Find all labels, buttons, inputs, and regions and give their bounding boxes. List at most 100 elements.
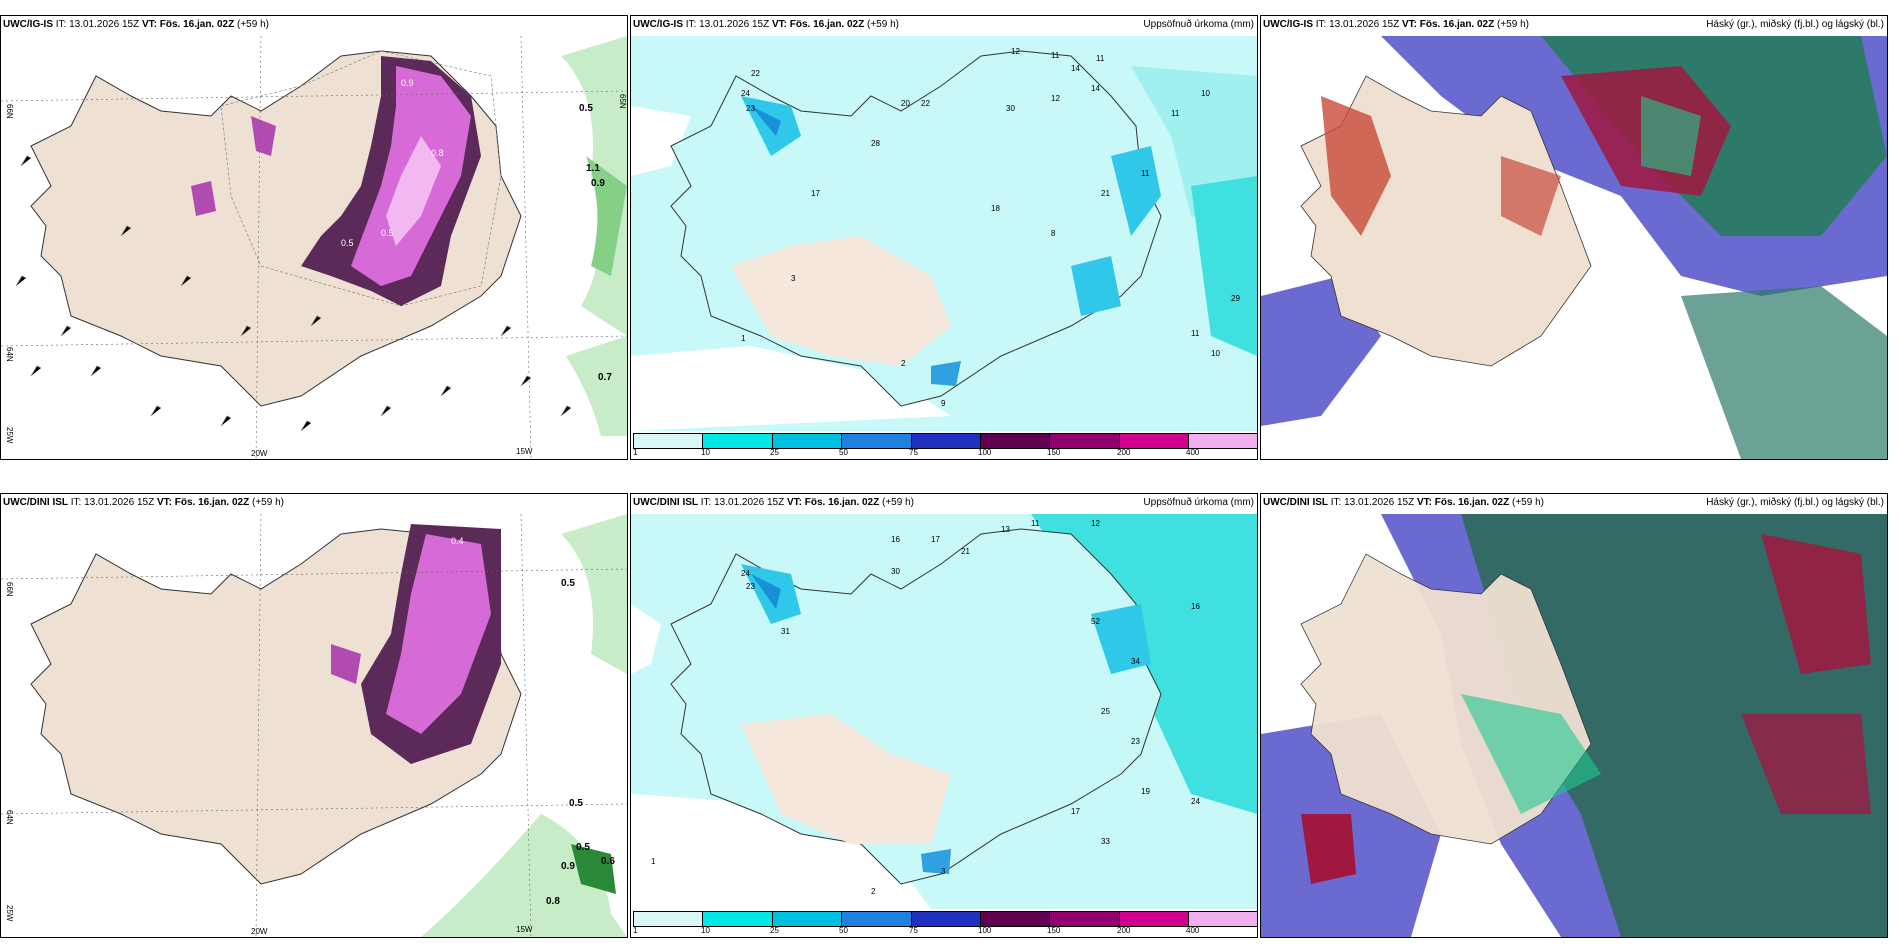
svg-text:24: 24 bbox=[1191, 797, 1200, 806]
svg-text:11: 11 bbox=[1031, 519, 1040, 528]
lon-label: 15W bbox=[516, 447, 533, 456]
svg-text:10: 10 bbox=[1201, 89, 1210, 98]
precip-map: 13 11 12 16 17 21 24 23 30 31 52 16 34 2… bbox=[631, 514, 1257, 909]
svg-text:3: 3 bbox=[941, 867, 946, 876]
svg-text:16: 16 bbox=[891, 535, 900, 544]
svg-text:13: 13 bbox=[1001, 525, 1010, 534]
panel-header: UWC/DINI ISL IT: 13.01.2026 15Z VT: Fös.… bbox=[633, 497, 914, 508]
snow-value-label: 0.5 bbox=[341, 238, 354, 248]
panel-title: Uppsöfnuð úrkoma (mm) bbox=[1143, 497, 1254, 508]
snow-value-label: 0.9 bbox=[401, 78, 414, 88]
colorbar-label: 150 bbox=[1047, 926, 1061, 935]
cloud-map bbox=[1261, 36, 1887, 459]
swatch bbox=[1050, 434, 1120, 448]
cloud-map bbox=[1261, 514, 1887, 937]
svg-text:29: 29 bbox=[1231, 294, 1240, 303]
swatch bbox=[703, 434, 773, 448]
precip-values: 12 11 14 11 22 24 23 20 22 30 12 14 11 1… bbox=[741, 47, 1240, 408]
colorbar-label: 50 bbox=[839, 926, 848, 935]
lon-label: 20W bbox=[251, 449, 268, 458]
panel-precip-dini: UWC/DINI ISL IT: 13.01.2026 15Z VT: Fös.… bbox=[630, 493, 1258, 938]
colorbar-label: 1 bbox=[633, 448, 638, 457]
snow-map: 0.4 0.5 0.5 0.5 0.9 0.6 0.8 66N 64N 25W … bbox=[1, 514, 627, 937]
colorbar-label: 10 bbox=[701, 926, 710, 935]
swatch bbox=[634, 912, 704, 926]
svg-text:21: 21 bbox=[1101, 189, 1110, 198]
svg-text:14: 14 bbox=[1071, 64, 1080, 73]
snow-value-label: 0.5 bbox=[579, 103, 593, 114]
panel-title: Háský (gr.), miðský (fj.bl.) og lágský (… bbox=[1706, 497, 1884, 508]
svg-text:20: 20 bbox=[901, 99, 910, 108]
swatch bbox=[772, 912, 843, 926]
colorbar-label: 25 bbox=[770, 926, 779, 935]
lon-label: 15W bbox=[516, 925, 533, 934]
lat-label: 66N bbox=[5, 104, 14, 119]
svg-text:1: 1 bbox=[741, 334, 746, 343]
panel-header: UWC/IG-IS IT: 13.01.2026 15Z VT: Fös. 16… bbox=[633, 19, 899, 30]
lat-label: 64N bbox=[5, 810, 14, 825]
colorbar-label: 10 bbox=[701, 448, 710, 457]
svg-text:11: 11 bbox=[1096, 54, 1105, 63]
lon-label: 20W bbox=[251, 927, 268, 936]
colorbar: 1 10 25 50 75 100 150 200 400 bbox=[631, 909, 1257, 937]
snow-value-label: 0.9 bbox=[561, 861, 575, 872]
snow-value-label: 0.9 bbox=[591, 178, 605, 189]
svg-text:23: 23 bbox=[746, 582, 755, 591]
colorbar-label: 150 bbox=[1047, 448, 1061, 457]
svg-text:21: 21 bbox=[961, 547, 970, 556]
swatch bbox=[1050, 912, 1120, 926]
panel-title: Uppsöfnuð úrkoma (mm) bbox=[1143, 19, 1254, 30]
svg-text:22: 22 bbox=[751, 69, 760, 78]
panel-snow-igis: UWC/IG-IS IT: 13.01.2026 15Z VT: Fös. 16… bbox=[0, 15, 628, 460]
svg-text:31: 31 bbox=[781, 627, 790, 636]
panel-header: UWC/IG-IS IT: 13.01.2026 15Z VT: Fös. 16… bbox=[1263, 19, 1529, 30]
lat-label: 65N bbox=[618, 94, 627, 109]
panel-snow-dini: UWC/DINI ISL IT: 13.01.2026 15Z VT: Fös.… bbox=[0, 493, 628, 938]
svg-text:18: 18 bbox=[991, 204, 1000, 213]
snow-value-label: 0.8 bbox=[431, 148, 444, 158]
snow-value-label: 0.4 bbox=[451, 536, 464, 546]
svg-text:33: 33 bbox=[1101, 837, 1110, 846]
panel-clouds-dini: UWC/DINI ISL IT: 13.01.2026 15Z VT: Fös.… bbox=[1260, 493, 1888, 938]
wind-barbs bbox=[15, 155, 572, 432]
colorbar-label: 200 bbox=[1117, 448, 1131, 457]
swatch bbox=[772, 434, 843, 448]
svg-text:1: 1 bbox=[651, 857, 656, 866]
colorbar-label: 400 bbox=[1186, 448, 1200, 457]
svg-text:30: 30 bbox=[891, 567, 900, 576]
svg-text:12: 12 bbox=[1091, 519, 1100, 528]
colorbar-label: 75 bbox=[909, 448, 918, 457]
swatch bbox=[980, 912, 1051, 926]
svg-text:24: 24 bbox=[741, 569, 750, 578]
panel-precip-igis: UWC/IG-IS IT: 13.01.2026 15Z VT: Fös. 16… bbox=[630, 15, 1258, 460]
swatch bbox=[842, 912, 912, 926]
swatch bbox=[911, 434, 981, 448]
panel-title: Háský (gr.), miðský (fj.bl.) og lágský (… bbox=[1706, 19, 1884, 30]
svg-text:17: 17 bbox=[811, 189, 820, 198]
panel-header: UWC/IG-IS IT: 13.01.2026 15Z VT: Fös. 16… bbox=[3, 19, 269, 30]
svg-text:19: 19 bbox=[1141, 787, 1150, 796]
svg-text:23: 23 bbox=[1131, 737, 1140, 746]
svg-text:2: 2 bbox=[901, 359, 906, 368]
lat-label: 64N bbox=[5, 347, 14, 362]
svg-text:8: 8 bbox=[1051, 229, 1056, 238]
swatch bbox=[911, 912, 981, 926]
svg-text:23: 23 bbox=[746, 104, 755, 113]
svg-text:14: 14 bbox=[1091, 84, 1100, 93]
swatch bbox=[1189, 912, 1257, 926]
colorbar-label: 100 bbox=[978, 926, 992, 935]
svg-text:3: 3 bbox=[791, 274, 796, 283]
svg-text:11: 11 bbox=[1171, 109, 1180, 118]
colorbar-label: 50 bbox=[839, 448, 848, 457]
colorbar-swatches bbox=[633, 911, 1257, 927]
panel-header: UWC/DINI ISL IT: 13.01.2026 15Z VT: Fös.… bbox=[3, 497, 284, 508]
svg-text:52: 52 bbox=[1091, 617, 1100, 626]
svg-text:11: 11 bbox=[1141, 169, 1150, 178]
colorbar-label: 25 bbox=[770, 448, 779, 457]
svg-text:12: 12 bbox=[1051, 94, 1060, 103]
panel-clouds-igis: UWC/IG-IS IT: 13.01.2026 15Z VT: Fös. 16… bbox=[1260, 15, 1888, 460]
snow-value-label: 0.5 bbox=[569, 798, 583, 809]
svg-text:10: 10 bbox=[1211, 349, 1220, 358]
snow-map: 0.5 1.1 0.9 0.7 0.9 0.8 0.5 0.5 66N 64N … bbox=[1, 36, 627, 459]
colorbar: 1 10 25 50 75 100 150 200 400 bbox=[631, 431, 1257, 459]
